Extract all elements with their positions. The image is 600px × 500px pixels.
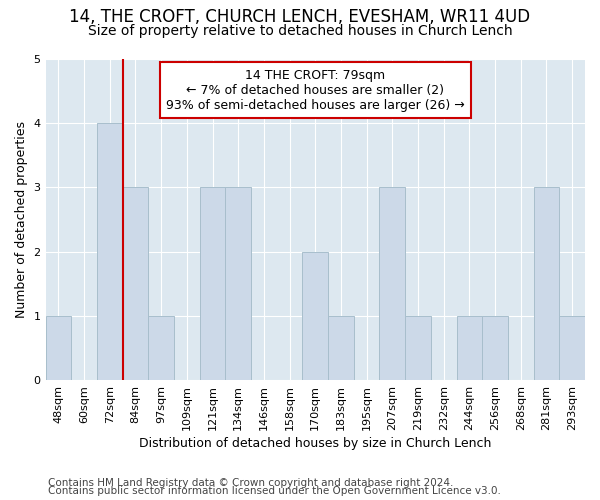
Bar xyxy=(328,316,354,380)
X-axis label: Distribution of detached houses by size in Church Lench: Distribution of detached houses by size … xyxy=(139,437,491,450)
Text: Size of property relative to detached houses in Church Lench: Size of property relative to detached ho… xyxy=(88,24,512,38)
Bar xyxy=(457,316,482,380)
Bar xyxy=(148,316,174,380)
Bar xyxy=(97,123,122,380)
Bar xyxy=(405,316,431,380)
Bar xyxy=(122,188,148,380)
Text: 14, THE CROFT, CHURCH LENCH, EVESHAM, WR11 4UD: 14, THE CROFT, CHURCH LENCH, EVESHAM, WR… xyxy=(70,8,530,26)
Bar xyxy=(200,188,226,380)
Text: 14 THE CROFT: 79sqm
← 7% of detached houses are smaller (2)
93% of semi-detached: 14 THE CROFT: 79sqm ← 7% of detached hou… xyxy=(166,68,464,112)
Bar xyxy=(226,188,251,380)
Bar xyxy=(533,188,559,380)
Text: Contains public sector information licensed under the Open Government Licence v3: Contains public sector information licen… xyxy=(48,486,501,496)
Bar xyxy=(482,316,508,380)
Bar xyxy=(302,252,328,380)
Text: Contains HM Land Registry data © Crown copyright and database right 2024.: Contains HM Land Registry data © Crown c… xyxy=(48,478,454,488)
Y-axis label: Number of detached properties: Number of detached properties xyxy=(15,121,28,318)
Bar xyxy=(46,316,71,380)
Bar xyxy=(379,188,405,380)
Bar xyxy=(559,316,585,380)
